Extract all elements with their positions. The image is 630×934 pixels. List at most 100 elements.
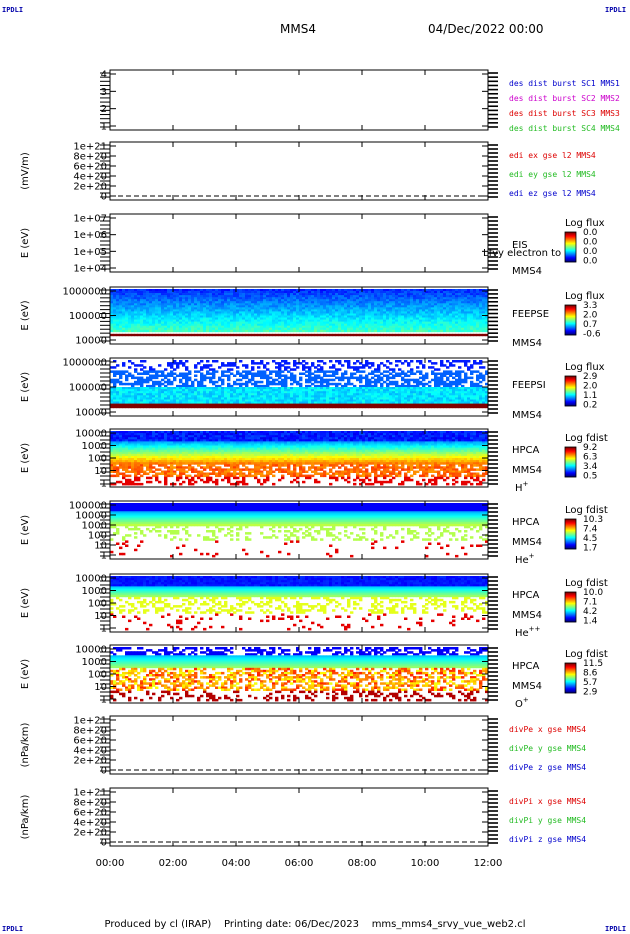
- heatmap-cell: [209, 301, 213, 304]
- heatmap-cell: [239, 397, 243, 400]
- heatmap-cell: [341, 329, 345, 333]
- colorbar-step: [565, 313, 576, 315]
- heatmap-cell: [365, 327, 369, 331]
- heatmap-cell: [383, 401, 387, 404]
- heatmap-cell: [278, 323, 282, 327]
- heatmap-cell: [326, 325, 330, 329]
- heatmap-cell: [149, 295, 153, 298]
- heatmap-cell: [338, 289, 342, 292]
- heatmap-cell: [233, 291, 237, 294]
- heatmap-cell: [140, 389, 144, 392]
- heatmap-cell: [119, 303, 123, 306]
- heatmap-cell: [164, 293, 168, 296]
- heatmap-cell: [200, 391, 204, 394]
- heatmap-cell: [194, 397, 198, 400]
- heatmap-cell: [224, 393, 228, 396]
- heatmap-cell: [122, 289, 126, 292]
- heatmap-cell: [401, 303, 405, 306]
- heatmap-cell: [305, 301, 309, 304]
- heatmap-cell: [464, 309, 468, 312]
- heatmap-cell: [413, 378, 417, 382]
- heatmap-cell: [275, 391, 279, 394]
- heatmap-cell: [341, 389, 345, 392]
- heatmap-cell: [149, 376, 153, 380]
- heatmap-cell: [125, 307, 129, 310]
- heatmap-cell: [248, 378, 252, 382]
- heatmap-cell: [449, 303, 453, 306]
- heatmap-cell: [275, 399, 279, 402]
- heatmap-cell: [176, 362, 180, 365]
- heatmap-cell: [194, 370, 198, 373]
- heatmap-cell: [248, 299, 252, 302]
- heatmap-cell: [311, 309, 315, 312]
- heatmap-cell: [254, 403, 258, 407]
- heatmap-cell: [341, 378, 345, 382]
- heatmap-cell: [143, 315, 147, 318]
- heatmap-cell: [428, 401, 432, 404]
- heatmap-cell: [209, 303, 213, 306]
- heatmap-cell: [332, 321, 336, 324]
- heatmap-cell: [113, 323, 117, 327]
- heatmap-cell: [455, 384, 459, 388]
- heatmap-cell: [296, 403, 300, 407]
- heatmap-cell: [446, 319, 450, 322]
- heatmap-cell: [188, 389, 192, 392]
- heatmap-cell: [416, 305, 420, 308]
- heatmap-cell: [179, 393, 183, 396]
- heatmap-cell: [386, 319, 390, 322]
- heatmap-cell: [467, 329, 471, 333]
- heatmap-cell: [425, 301, 429, 304]
- heatmap-cell: [116, 297, 120, 300]
- heatmap-cell: [188, 403, 192, 407]
- heatmap-cell: [347, 360, 351, 363]
- heatmap-cell: [140, 309, 144, 312]
- heatmap-cell: [440, 299, 444, 302]
- heatmap-cell: [257, 305, 261, 308]
- heatmap-cell: [284, 297, 288, 300]
- heatmap-cell: [464, 323, 468, 327]
- heatmap-cell: [344, 391, 348, 394]
- heatmap-cell: [425, 303, 429, 306]
- heatmap-cell: [347, 299, 351, 302]
- heatmap-cell: [284, 293, 288, 296]
- heatmap-cell: [284, 305, 288, 308]
- heatmap-cell: [344, 313, 348, 316]
- heatmap-cell: [146, 384, 150, 388]
- heatmap-cell: [383, 305, 387, 308]
- heatmap-cell: [350, 403, 354, 407]
- heatmap-cell: [440, 382, 444, 386]
- colorbar-step: [565, 312, 576, 314]
- heatmap-cell: [257, 391, 261, 394]
- heatmap-cell: [122, 311, 126, 314]
- heatmap-cell: [263, 315, 267, 318]
- heatmap-cell: [299, 405, 303, 409]
- heatmap-cell: [461, 317, 465, 320]
- heatmap-cell: [257, 329, 261, 333]
- heatmap-cell: [386, 323, 390, 327]
- heatmap-cell: [170, 362, 174, 365]
- heatmap-cell: [212, 305, 216, 308]
- heatmap-cell: [455, 374, 459, 377]
- heatmap-cell: [458, 378, 462, 382]
- heatmap-cell: [146, 372, 150, 375]
- heatmap-cell: [182, 315, 186, 318]
- heatmap-cell: [317, 401, 321, 404]
- heatmap-cell: [458, 374, 462, 377]
- heatmap-cell: [368, 399, 372, 402]
- heatmap-cell: [485, 333, 489, 337]
- heatmap-cell: [482, 311, 486, 314]
- heatmap-cell: [425, 397, 429, 400]
- heatmap-cell: [401, 327, 405, 331]
- heatmap-cell: [407, 362, 411, 365]
- heatmap-cell: [320, 380, 324, 384]
- colorbar-step: [565, 254, 576, 256]
- heatmap-cell: [338, 376, 342, 380]
- heatmap-cell: [293, 364, 297, 367]
- heatmap-cell: [242, 403, 246, 407]
- heatmap-cell: [257, 295, 261, 298]
- heatmap-cell: [326, 311, 330, 314]
- heatmap-cell: [311, 321, 315, 324]
- heatmap-cell: [479, 325, 483, 329]
- heatmap-cell: [407, 397, 411, 400]
- heatmap-cell: [440, 327, 444, 331]
